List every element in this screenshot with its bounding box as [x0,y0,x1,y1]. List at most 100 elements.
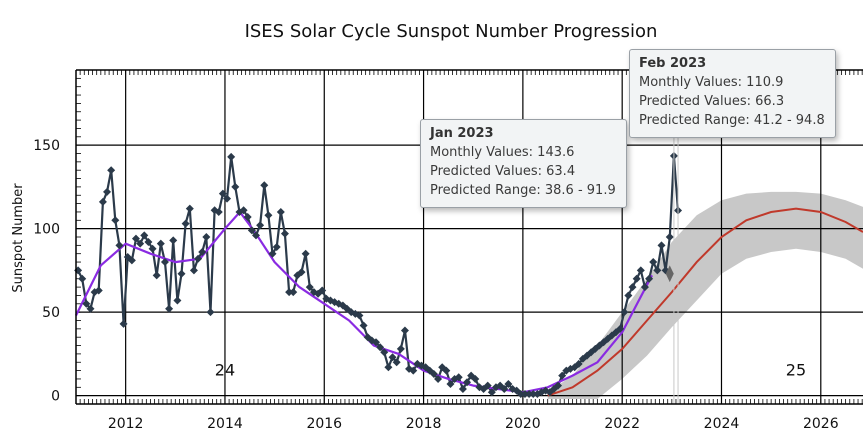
monthly-point [156,239,165,248]
monthly-point [243,212,252,221]
monthly-point [454,373,463,382]
monthly-point [107,166,116,175]
y-tick-label-150: 150 [33,138,60,154]
monthly-point [127,256,136,265]
hover-predicted-point [665,265,674,283]
monthly-point [194,254,203,263]
tooltip-title: Feb 2023 [639,56,707,71]
monthly-point [504,379,513,388]
y-tick-label-0: 0 [51,389,60,405]
y-axis-label: Sunspot Number [11,183,26,293]
tooltip-predicted-range: Predicted Range: 41.2 - 94.8 [639,113,825,128]
x-tick-label-2026: 2026 [803,416,839,432]
monthly-point [160,258,169,267]
monthly-point [301,249,310,258]
predicted-range-band [547,191,863,399]
tooltip-predicted-values: Predicted Values: 66.3 [639,94,785,109]
monthly-point [289,288,298,297]
tooltip-predicted-range: Predicted Range: 38.6 - 91.9 [430,183,616,198]
monthly-point [574,359,583,368]
x-tick-label-2014: 2014 [207,416,243,432]
monthly-point [239,206,248,215]
monthly-point [558,371,567,380]
monthly-point [214,207,223,216]
monthly-point [500,384,509,393]
predicted-values-line [547,207,863,397]
monthly-point [359,321,368,330]
monthly-point [177,269,186,278]
tooltip-predicted-values: Predicted Values: 63.4 [430,164,576,179]
x-tick-label-2012: 2012 [108,416,144,432]
monthly-point [657,241,666,250]
monthly-point [202,233,211,241]
monthly-point [516,389,525,398]
monthly-point [169,236,178,245]
monthly-point [189,266,198,275]
monthly-point [372,338,381,347]
monthly-point [206,308,215,317]
monthly-point [442,366,451,375]
monthly-point [185,204,194,213]
monthly-point [554,381,563,390]
monthly-point [276,207,285,216]
monthly-point [487,388,496,397]
monthly-point [471,374,480,383]
monthly-point [82,299,91,308]
monthly-point [297,268,306,277]
monthly-point [111,216,120,225]
monthly-point [181,219,190,228]
cycle-label-24: 24 [215,361,235,380]
monthly-point [140,231,149,240]
monthly-point [173,296,182,305]
predicted-range-area [547,191,863,399]
monthly-point [529,389,538,398]
monthly-point [632,274,641,283]
monthly-point [380,348,389,357]
monthly-point [640,283,649,292]
monthly-point [165,304,174,313]
monthly-point [434,374,443,383]
chart-title: ISES Solar Cycle Sunspot Number Progress… [245,21,658,42]
monthly-point [355,311,364,320]
monthly-point [285,288,294,297]
tooltip-feb-2023: Feb 2023 Monthly Values: 110.9 Predicted… [629,49,836,138]
monthly-point [409,366,418,375]
monthly-point [256,221,265,230]
monthly-point [144,238,153,247]
monthly-point [136,239,145,248]
x-tick-label-2022: 2022 [604,416,640,432]
tooltip-monthly-values: Monthly Values: 143.6 [430,145,575,160]
x-tick-label-2024: 2024 [704,416,740,432]
monthly-point [396,344,405,353]
x-tick-label-2016: 2016 [306,416,342,432]
tooltip-monthly-values: Monthly Values: 110.9 [639,75,784,90]
monthly-point [483,381,492,390]
monthly-point [78,274,87,283]
monthly-point [628,283,637,292]
tooltip-jan-2023: Jan 2023 Monthly Values: 143.6 Predicted… [420,119,627,208]
monthly-point [218,189,227,198]
monthly-point [148,244,157,253]
monthly-point [198,248,207,257]
monthly-point [94,286,103,295]
y-tick-label-100: 100 [33,222,60,238]
monthly-point [247,226,256,235]
monthly-point [86,304,95,313]
monthly-point [520,389,529,398]
monthly-point [103,187,112,196]
monthly-point [280,229,289,238]
monthly-point [665,233,674,241]
monthly-point [429,369,438,378]
monthly-point [458,384,467,393]
monthly-point [616,324,625,333]
monthly-point [624,291,633,300]
x-tick-label-2018: 2018 [406,416,442,432]
monthly-point [636,266,645,275]
monthly-markers [74,151,683,398]
monthly-point [272,243,281,252]
monthly-point [231,182,240,191]
monthly-point [131,234,140,243]
monthly-point [620,308,629,317]
monthly-point [223,194,232,203]
monthly-point [318,286,327,295]
